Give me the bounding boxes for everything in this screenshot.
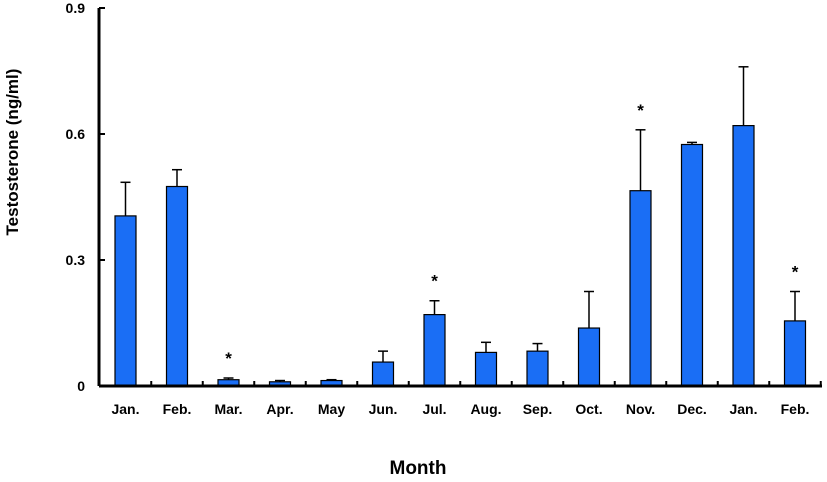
x-tick-label: Feb. (781, 401, 810, 417)
x-tick-label: Jun. (369, 401, 398, 417)
significance-marker: * (431, 272, 438, 291)
x-tick-label: Jan. (729, 401, 757, 417)
y-tick-label: 0.3 (66, 252, 86, 268)
x-tick-label: Aug. (470, 401, 501, 417)
bar (783, 320, 807, 387)
x-axis-title: Month (390, 458, 447, 477)
x-tick-label: Jul. (422, 401, 446, 417)
x-tick-label: Apr. (266, 401, 293, 417)
y-axis-title: Testosterone (ng/ml) (3, 69, 22, 236)
significance-marker: * (225, 349, 232, 368)
significance-marker: * (792, 263, 799, 282)
x-tick-label: Mar. (214, 401, 242, 417)
bar (680, 143, 704, 387)
bar (423, 314, 446, 387)
x-tick-label: Feb. (163, 401, 192, 417)
bars-layer (114, 124, 807, 387)
y-tick-label: 0.9 (66, 0, 86, 16)
x-tick-label: May (318, 401, 345, 417)
bar (371, 361, 395, 387)
bar (165, 185, 189, 387)
x-tick-label: Sep. (523, 401, 553, 417)
x-ticks-layer: Jan. Feb. Mar. Apr. May Jun. Jul. Aug. Sep. Oct. N… (111, 381, 822, 417)
bar (526, 350, 549, 387)
x-tick-label: Dec. (677, 401, 707, 417)
x-tick-label: Oct. (575, 401, 602, 417)
significance-markers-layer: * * * * (225, 101, 799, 368)
bar (474, 351, 498, 387)
y-ticks-layer: 0 0.3 0.6 0.9 (66, 0, 105, 394)
y-tick-label: 0.6 (66, 126, 86, 142)
bar (114, 215, 137, 387)
significance-marker: * (637, 101, 644, 120)
x-tick-label: Jan. (111, 401, 139, 417)
bar (732, 124, 755, 387)
x-tick-label: Nov. (626, 401, 655, 417)
y-tick-label: 0 (77, 378, 85, 394)
bar (577, 327, 601, 387)
bar (629, 190, 652, 387)
error-bars-layer (120, 66, 800, 382)
